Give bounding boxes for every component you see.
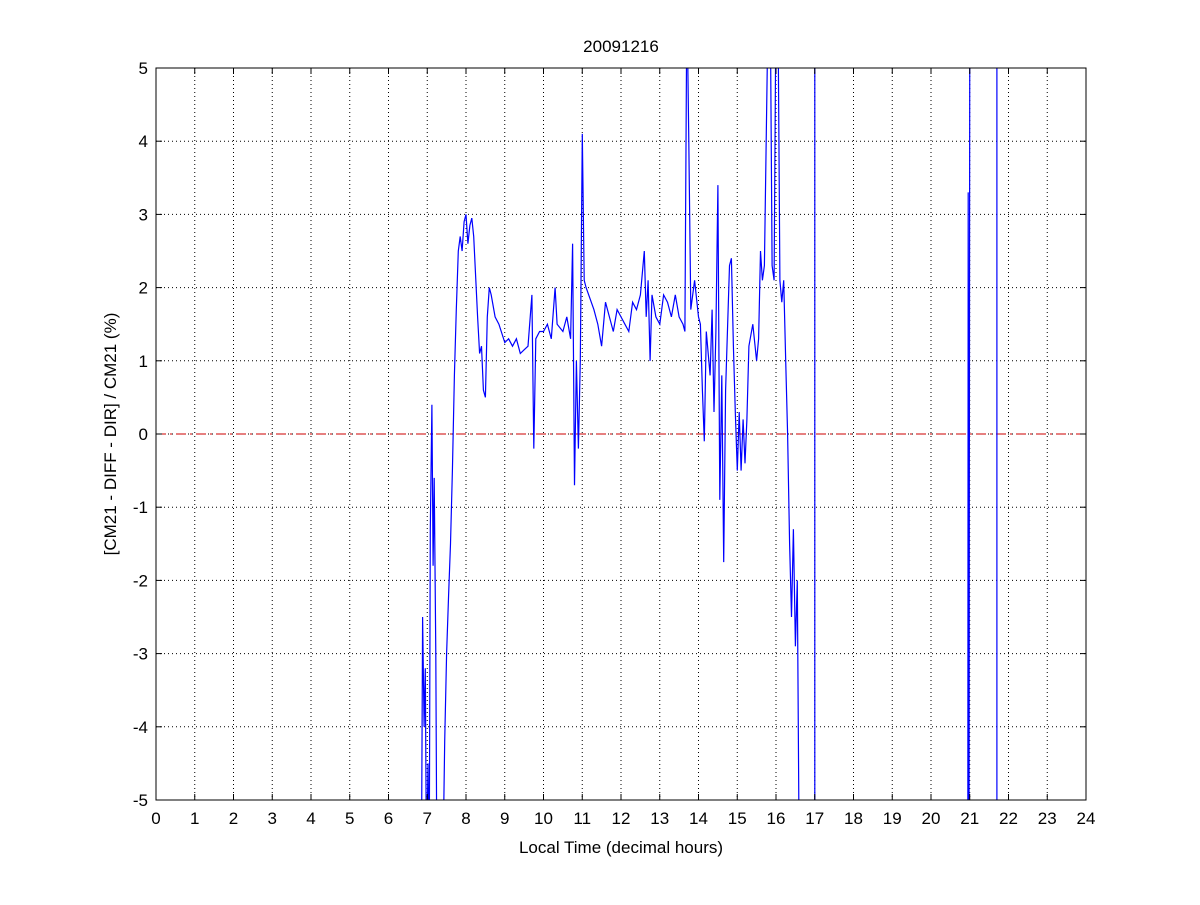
x-tick-label: 13 xyxy=(650,809,669,828)
x-tick-label: 0 xyxy=(151,809,160,828)
y-tick-label: -2 xyxy=(133,571,148,590)
x-tick-label: 7 xyxy=(423,809,432,828)
y-tick-label: 3 xyxy=(139,205,148,224)
chart-title: 20091216 xyxy=(583,37,659,56)
x-tick-label: 12 xyxy=(612,809,631,828)
y-axis-label: [CM21 - DIFF - DIR] / CM21 (%) xyxy=(101,313,120,556)
y-tick-label: -4 xyxy=(133,718,148,737)
x-tick-label: 18 xyxy=(844,809,863,828)
x-tick-label: 8 xyxy=(461,809,470,828)
x-tick-label: 9 xyxy=(500,809,509,828)
y-tick-label: 4 xyxy=(139,132,148,151)
x-tick-label: 4 xyxy=(306,809,315,828)
y-tick-label: 1 xyxy=(139,352,148,371)
x-tick-label: 20 xyxy=(922,809,941,828)
x-axis-label: Local Time (decimal hours) xyxy=(519,838,723,857)
x-tick-label: 19 xyxy=(883,809,902,828)
y-tick-label: -3 xyxy=(133,645,148,664)
series-line xyxy=(421,68,998,800)
x-tick-label: 1 xyxy=(190,809,199,828)
y-tick-label: -5 xyxy=(133,791,148,810)
x-tick-label: 24 xyxy=(1077,809,1096,828)
x-tick-label: 22 xyxy=(999,809,1018,828)
y-tick-label: 0 xyxy=(139,425,148,444)
x-tick-label: 10 xyxy=(534,809,553,828)
x-tick-label: 6 xyxy=(384,809,393,828)
x-tick-label: 23 xyxy=(1038,809,1057,828)
x-tick-label: 21 xyxy=(960,809,979,828)
x-tick-label: 3 xyxy=(268,809,277,828)
x-tick-label: 17 xyxy=(805,809,824,828)
x-tick-label: 16 xyxy=(767,809,786,828)
y-tick-label: -1 xyxy=(133,498,148,517)
x-tick-label: 14 xyxy=(689,809,708,828)
x-tick-label: 5 xyxy=(345,809,354,828)
x-tick-label: 2 xyxy=(229,809,238,828)
y-tick-label: 2 xyxy=(139,279,148,298)
x-tick-label: 15 xyxy=(728,809,747,828)
y-tick-label: 5 xyxy=(139,59,148,78)
x-tick-label: 11 xyxy=(573,809,591,828)
